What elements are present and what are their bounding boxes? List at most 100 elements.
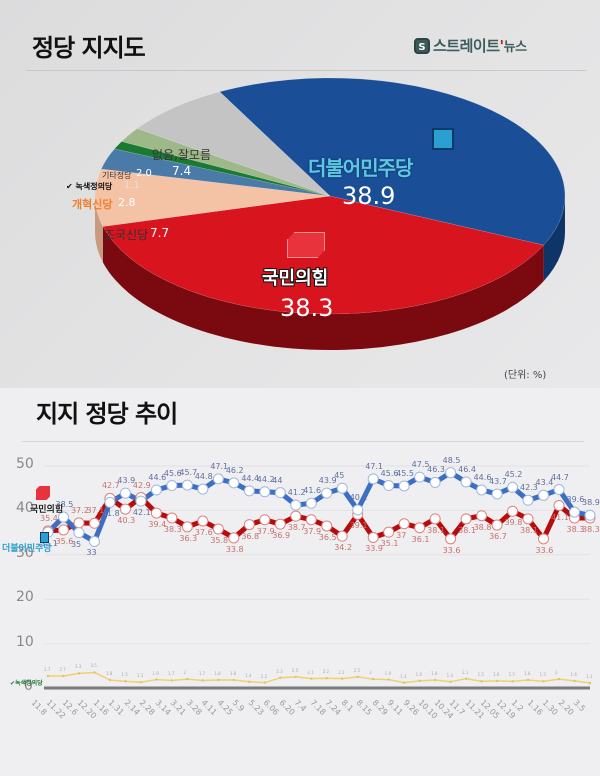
dem-legend-label: 더불어민주당 xyxy=(2,544,52,554)
ppp-value-label: 38.8 xyxy=(473,522,492,532)
ppp-value-label: 36.7 xyxy=(489,532,507,542)
dem-value-label: 42.1 xyxy=(132,508,151,518)
ppp-value-label: 38.1 xyxy=(458,525,476,535)
brand-logo[interactable]: S 스트레이트'뉴스 xyxy=(414,35,527,56)
dem-value-label: 33 xyxy=(86,548,97,558)
logo-icon: S xyxy=(414,37,430,54)
logo-text: 스트레이트'뉴스 xyxy=(433,37,527,55)
label-ppp-value: 38.3 xyxy=(280,294,334,322)
ppp-party-icon xyxy=(287,232,325,258)
ppp-value-label: 39.4 xyxy=(148,520,167,530)
ppp-value-label: 38.7 xyxy=(287,523,306,533)
ppp-legend-label: 국민의힘 xyxy=(30,505,64,515)
green-value-label: 1.5 xyxy=(539,672,546,678)
dem-value-label: 46.3 xyxy=(427,465,445,475)
ppp-value-label: 36.8 xyxy=(241,531,260,541)
label-reform-name: 개혁신당 xyxy=(72,198,113,211)
ppp-value-label: 36.5 xyxy=(318,532,337,542)
dem-value-label: 35 xyxy=(70,539,82,549)
label-green-name: ✔ 녹색정의당 xyxy=(66,182,113,191)
label-dem-name: 더불어민주당 xyxy=(308,156,413,180)
dem-value-label: 44.4 xyxy=(241,473,260,483)
trend-title: 지지 정당 추이 xyxy=(36,400,178,428)
green-value-label: 3.5 xyxy=(90,663,97,669)
dem-value-label: 41.8 xyxy=(101,509,120,519)
dem-legend-icon xyxy=(40,532,49,543)
green-value-label: 2.5 xyxy=(291,667,299,673)
green-value-label: 2.3 xyxy=(276,668,283,674)
label-none-name: 없음,잘모름 xyxy=(152,148,212,162)
dem-value-label: 45.7 xyxy=(179,468,198,478)
ppp-value-label: 33.9 xyxy=(365,544,383,554)
ppp-value-label: 36.3 xyxy=(179,533,198,543)
label-ppp-name: 국민의힘 xyxy=(262,268,329,289)
page-title: 정당 지지도 xyxy=(32,34,146,62)
green-value-label: 1.4 xyxy=(245,672,252,678)
green-value-label: 2.7 xyxy=(59,667,66,672)
green-value-label: 1.8 xyxy=(105,671,113,676)
ppp-value-label: 37 xyxy=(396,530,407,540)
dem-value-label: 47.1 xyxy=(210,461,229,471)
dem-value-label: 45.6 xyxy=(380,468,399,478)
y-tick: 10 xyxy=(16,633,34,650)
green-value-label: 1.8 xyxy=(214,671,221,676)
ppp-value-label: 33.6 xyxy=(535,545,554,555)
ppp-value-label: 38.1 xyxy=(427,525,445,535)
ppp-value-label: 39.1 xyxy=(349,521,368,531)
dem-value-label: 40.1 xyxy=(349,492,368,502)
green-value-label: 2.5 xyxy=(353,667,361,673)
ppp-value-label: 38.3 xyxy=(163,524,182,534)
dem-value-label: 39.6 xyxy=(566,495,585,505)
green-value-label: 1.6 xyxy=(415,671,423,677)
dem-value-label: 44.6 xyxy=(148,472,167,482)
ppp-legend-icon xyxy=(36,486,50,500)
dem-value-label: 47.5 xyxy=(411,460,430,470)
ppp-value-label: 33.8 xyxy=(225,544,244,554)
green-value-label: 1.9 xyxy=(152,670,159,676)
green-value-label: 1.5 xyxy=(121,672,128,678)
y-tick: 40 xyxy=(16,500,34,517)
dem-value-label: 38.9 xyxy=(582,498,600,508)
label-cho-value: 7.7 xyxy=(150,226,170,240)
green-value-label: 2 xyxy=(369,670,372,676)
title-divider xyxy=(26,70,586,71)
trend-divider xyxy=(22,441,584,442)
dem-value-label: 44.6 xyxy=(473,472,492,482)
dem-value-label: 44 xyxy=(272,475,283,485)
dem-value-label: 47.1 xyxy=(365,461,383,471)
dem-value-label: 43.7 xyxy=(489,476,507,486)
green-legend-label: ✔녹색정의당 xyxy=(10,680,43,687)
dem-value-label: 45.6 xyxy=(163,468,182,478)
dem-value-label: 46.4 xyxy=(458,464,476,474)
label-dem-value: 38.9 xyxy=(342,182,396,210)
green-value-label: 2.1 xyxy=(462,669,469,675)
green-value-label: 1.4 xyxy=(446,672,453,678)
label-reform-value: 2.8 xyxy=(118,196,136,209)
ppp-value-label: 40.3 xyxy=(117,516,136,526)
green-value-label: 1.8 xyxy=(524,671,531,676)
green-value-label: 1.2 xyxy=(260,673,268,679)
ppp-value-label: 36.9 xyxy=(272,531,291,541)
dem-value-label: 45.2 xyxy=(504,470,523,480)
ppp-value-label: 38.3 xyxy=(566,524,585,534)
ppp-value-label: 42.9 xyxy=(132,480,151,490)
pie-chart xyxy=(94,77,566,351)
green-value-label: 1.7 xyxy=(198,671,206,677)
dem-value-label: 41.6 xyxy=(303,486,322,496)
ppp-value-label: 35.8 xyxy=(210,536,229,546)
dem-value-label: 35.1 xyxy=(40,539,58,549)
ppp-value-label: 37.9 xyxy=(256,526,275,536)
ppp-value-label: 38.3 xyxy=(582,524,600,534)
dem-value-label: 43.9 xyxy=(318,476,337,486)
ppp-value-label: 33.6 xyxy=(442,545,461,555)
green-value-label: 1.5 xyxy=(508,672,515,678)
y-tick: 0 xyxy=(24,678,33,694)
dem-value-label: 46.2 xyxy=(225,465,244,475)
ppp-value-label: 42.7 xyxy=(101,481,120,491)
ppp-value-label: 36.1 xyxy=(411,534,430,544)
green-value-label: 1.2 xyxy=(400,673,407,679)
green-value-label: 1.7 xyxy=(167,671,175,677)
green-value-label: 1.9 xyxy=(384,670,392,676)
dem-value-label: 45 xyxy=(334,471,345,481)
